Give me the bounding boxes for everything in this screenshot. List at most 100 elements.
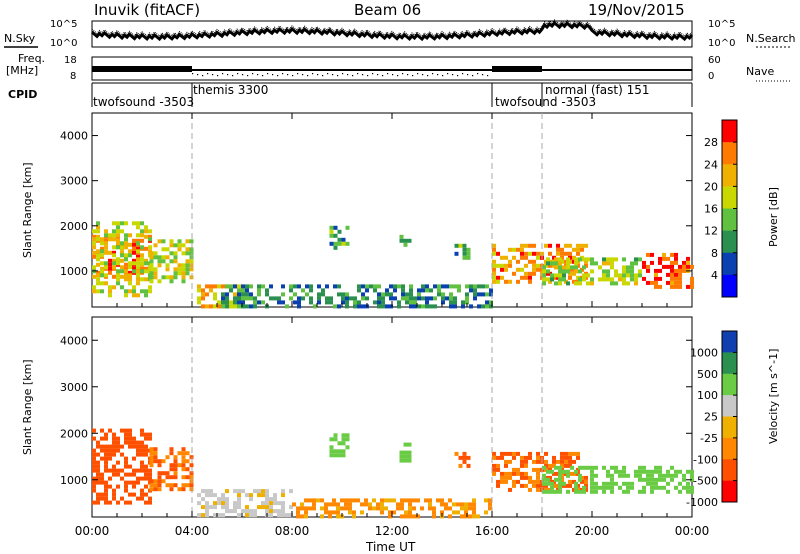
range-cell: [273, 497, 277, 502]
range-cell: [112, 436, 116, 441]
range-cell: [100, 281, 104, 286]
range-cell: [112, 253, 116, 258]
range-cell: [584, 259, 588, 264]
range-cell: [128, 273, 132, 278]
range-cell: [148, 245, 152, 250]
range-cell: [112, 258, 116, 263]
range-cell: [365, 288, 369, 293]
range-cell: [365, 296, 369, 301]
range-cell: [642, 485, 646, 490]
range-cell: [678, 272, 682, 277]
range-cell: [124, 440, 128, 445]
range-cell: [104, 464, 108, 469]
range-cell: [662, 473, 666, 478]
range-cell: [385, 304, 389, 309]
range-cell: [360, 510, 364, 515]
range-cell: [481, 304, 485, 309]
range-cell: [520, 255, 524, 260]
range-cell: [237, 497, 241, 502]
range-cell: [646, 469, 650, 474]
range-cell: [473, 296, 477, 301]
range-cell: [120, 428, 124, 433]
range-cell: [496, 279, 500, 284]
range-cell: [449, 304, 453, 309]
range-cell: [578, 257, 582, 262]
range-cell: [626, 265, 630, 270]
range-cell: [425, 296, 429, 301]
range-cell: [100, 444, 104, 449]
range-cell: [466, 255, 471, 260]
range-cell: [157, 255, 162, 260]
range-cell: [189, 267, 194, 272]
range-cell: [332, 510, 336, 515]
range-cell: [348, 510, 352, 515]
range-cell: [132, 221, 136, 226]
range-cell: [542, 477, 546, 482]
range-cell: [504, 463, 508, 468]
range-cell: [116, 269, 120, 274]
range-cell: [148, 237, 152, 242]
range-cell: [181, 263, 186, 268]
range-cell: [96, 464, 100, 469]
range-cell: [92, 245, 96, 250]
range-cell: [399, 450, 404, 455]
range-cell: [217, 501, 221, 506]
range-cell: [169, 243, 174, 248]
range-cell: [92, 229, 96, 234]
range-cell: [562, 277, 566, 282]
freq-label: Freq.: [18, 52, 46, 65]
range-cell: [566, 473, 570, 478]
range-cell: [516, 471, 520, 476]
range-cell: [153, 271, 158, 276]
nave-point: [347, 74, 349, 76]
range-cell: [456, 510, 460, 515]
range-cell: [550, 277, 554, 282]
range-cell: [580, 243, 584, 248]
range-cell: [492, 259, 496, 264]
range-cell: [586, 465, 590, 470]
range-cell: [496, 263, 500, 268]
range-cell: [108, 444, 112, 449]
range-cell: [512, 271, 516, 276]
range-cell: [241, 489, 245, 494]
range-cell: [348, 502, 352, 507]
range-cell: [149, 487, 154, 492]
range-cell: [124, 253, 128, 258]
range-cell: [281, 513, 285, 518]
range-cell: [492, 267, 496, 272]
range-cell: [100, 289, 104, 294]
range-cell: [403, 442, 408, 447]
range-cell: [404, 514, 408, 519]
range-cell: [492, 263, 496, 268]
range-cell: [173, 475, 178, 480]
range-cell: [536, 255, 540, 260]
range-cell: [120, 476, 124, 481]
x-tick-label: 08:00: [275, 524, 310, 538]
range-cell: [536, 467, 540, 472]
range-cell: [492, 243, 496, 248]
range-cell: [558, 473, 562, 478]
range-cell: [161, 471, 166, 476]
freq-trace-3: [492, 66, 542, 72]
range-cell: [458, 463, 463, 468]
range-cell: [388, 498, 392, 503]
range-cell: [408, 510, 412, 515]
range-cell: [682, 268, 686, 273]
range-cell: [120, 253, 124, 258]
range-cell: [353, 296, 357, 301]
range-cell: [148, 476, 152, 481]
range-cell: [116, 436, 120, 441]
range-cell: [177, 263, 182, 268]
range-cell: [403, 450, 408, 455]
range-cell: [610, 257, 614, 262]
range-cell: [489, 288, 493, 293]
range-cell: [690, 284, 694, 289]
range-cell: [144, 225, 148, 230]
range-cell: [185, 451, 190, 456]
range-cell: [558, 465, 562, 470]
range-cell: [329, 233, 334, 238]
range-cell: [128, 242, 132, 247]
range-cell: [333, 304, 337, 309]
range-cell: [658, 284, 662, 289]
range-cell: [408, 514, 412, 519]
